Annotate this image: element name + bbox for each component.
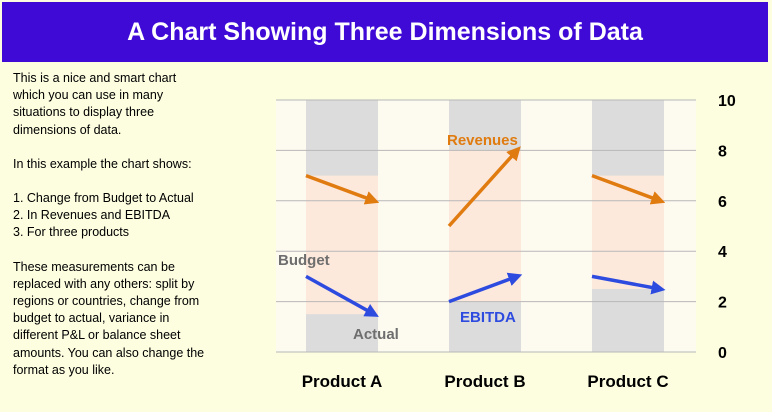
revenues-arrow: [447, 146, 521, 228]
outro-line: These measurements can be: [13, 259, 175, 274]
y-tick-label: 8: [718, 143, 727, 160]
budget-label: Budget: [278, 252, 330, 269]
outro-line: amounts. You can also change the: [13, 345, 205, 360]
page-title: A Chart Showing Three Dimensions of Data: [127, 17, 643, 46]
range-band: [592, 175, 664, 289]
ebitda-label: EBITDA: [460, 309, 516, 326]
list-item: 2. In Revenues and EBITDA: [13, 208, 171, 223]
list-item: 3. For three products: [13, 225, 130, 240]
list-item: 1. Change from Budget to Actual: [13, 191, 194, 206]
actual-label: Actual: [353, 326, 399, 343]
outro-line: different P&L or balance sheet: [13, 328, 181, 343]
title-bar: A Chart Showing Three Dimensions of Data: [2, 2, 768, 62]
y-tick-label: 6: [718, 194, 727, 211]
outro-line: format as you like.: [13, 362, 115, 377]
intro-line: situations to display three: [13, 105, 155, 120]
intro-line: This is a nice and smart chart: [13, 71, 177, 85]
revenues-arrow: [591, 173, 666, 205]
revenues-arrow: [305, 173, 380, 205]
outro-line: replaced with any others: split by: [13, 276, 195, 291]
y-tick-label: 0: [718, 345, 727, 362]
ebitda-arrow: [305, 274, 379, 317]
intro-line: which you can use in many: [13, 88, 164, 103]
outro-line: regions or countries, change from: [13, 294, 200, 309]
ebitda-arrow: [591, 274, 666, 295]
y-tick-label: 10: [718, 93, 736, 110]
revenues-label: Revenues: [447, 132, 518, 149]
category-label: Product A: [302, 372, 383, 391]
category-label: Product B: [444, 372, 525, 391]
ebitda-arrow: [448, 272, 523, 304]
y-tick-label: 2: [718, 295, 727, 312]
intro-line: dimensions of data.: [13, 122, 122, 137]
description-text: This is a nice and smart chart which you…: [13, 70, 253, 379]
category-label: Product C: [587, 372, 668, 391]
y-tick-label: 4: [718, 244, 727, 261]
outro-line: budget to actual, variance in: [13, 311, 170, 326]
lead-line: In this example the chart shows:: [13, 156, 192, 171]
range-band: [306, 175, 378, 315]
